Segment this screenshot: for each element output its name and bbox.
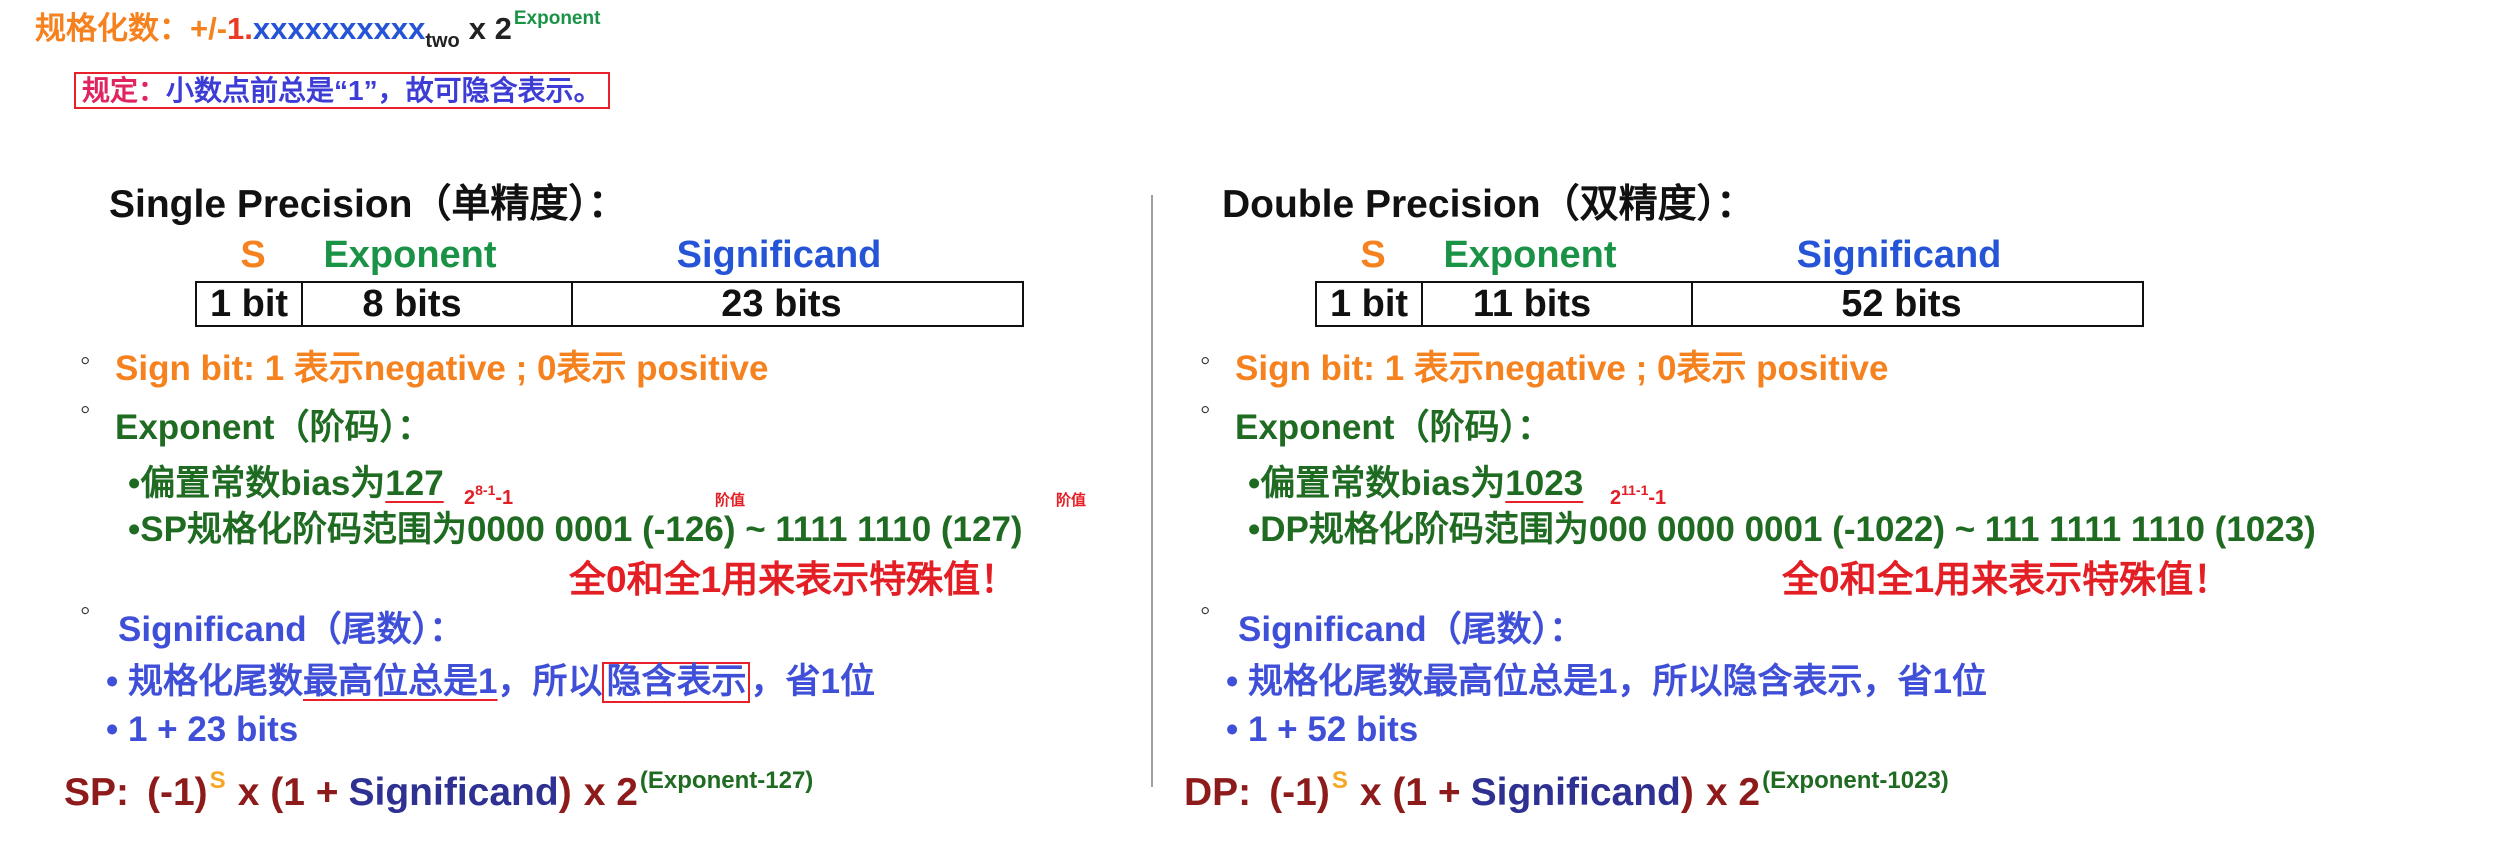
formula-close-paren: ) [1680,771,1694,814]
significand-heading: Significand（尾数）： [118,610,465,649]
formula-times-two: x 2 [1705,771,1761,814]
panel-title: Single Precision（单精度）： [109,183,627,226]
panel-title: Double Precision（双精度）： [1222,183,1756,226]
bullet-marker: ◦ [80,594,91,627]
bit-layout-table: 1 bit 11 bits 52 bits [1315,281,2144,327]
hidden-bit-prefix: • 规格化尾数 [106,662,303,701]
bias-formula-power: 8-1 [475,482,496,498]
value-formula: SP: (-1) S x (1 + Significand ) x 2 (Exp… [64,767,814,817]
sign-bits-cell: 1 bit [1329,283,1409,325]
bias-label: •偏置常数bias为 [128,464,386,503]
bias-line: •偏置常数bias为 127 [128,463,444,505]
sign-prefix: +/- [190,11,228,46]
special-values-note: 全0和全1用来表示特殊值！ [569,559,1018,600]
exponent-value-note: 阶值 [715,492,746,509]
bullet-marker: ◦ [80,344,91,377]
bias-formula-power: 11-1 [1621,482,1649,498]
bullet-marker: ◦ [1200,344,1211,377]
formula-sign-base: (-1) [1269,771,1330,814]
significand-hidden-bit-note: • 规格化尾数 最高位总是1 ，所以 隐含表示 ，省1位 [106,661,875,703]
exponent-bits-cell: 8 bits [301,283,571,325]
bias-label: •偏置常数bias为 [1248,464,1506,503]
exponent-range: •DP规格化阶码范围为000 0000 0001 (-1022) ~ 111 1… [1248,510,2316,549]
hidden-bit-middle: ，所以 [497,662,603,701]
field-label-significand: Significand [676,234,882,276]
bias-formula-base: 2 [1610,487,1622,509]
formula-times-one-plus: x (1 + [1359,771,1461,814]
bullet-marker: ◦ [1200,393,1211,426]
formula-exponent-superscript: (Exponent-1023) [1762,767,1949,794]
field-label-exponent: Exponent [1443,234,1617,276]
significand-bits-cell: 52 bits [1691,283,2142,325]
sign-bit-description: Sign bit: 1 表示negative ; 0表示 positive [115,349,769,388]
exponent-value-note: 阶值 [1056,492,1087,509]
single-precision-panel: Single Precision（单精度）： S Exponent Signif… [0,0,1120,864]
leading-bit-underlined: 最高位总是1 [302,662,498,701]
special-values-note: 全0和全1用来表示特殊值！ [1782,559,2231,600]
bias-value: 127 [385,464,444,503]
formula-label: DP: [1184,771,1252,814]
field-label-sign: S [240,234,266,276]
exponent-superscript: Exponent [513,8,601,29]
exponent-heading: Exponent（阶码）： [115,408,432,447]
implicit-representation-boxed: 隐含表示 [602,662,751,703]
formula-close-paren: ) [558,771,572,814]
significand-bits-cell: 23 bits [571,283,1022,325]
significand-hidden-bit-note: • 规格化尾数最高位总是1，所以隐含表示，省1位 [1226,662,1987,701]
formula-sign-superscript: S [1331,767,1348,794]
leading-one: 1. [227,11,253,46]
formula-label: SP: [64,771,130,814]
bias-formula-tail: -1 [495,487,514,509]
bit-layout-table: 1 bit 8 bits 23 bits [195,281,1024,327]
vertical-divider [1151,195,1153,787]
formula-sign-base: (-1) [147,771,208,814]
bullet-marker: ◦ [80,393,91,426]
rule-box: 规定： 小数点前总是“1”，故可隐含表示。 [74,72,610,109]
bias-formula-tail: -1 [1648,487,1667,509]
bias-formula: 2 8-1 -1 [464,482,514,510]
base-subscript: two [425,30,460,52]
bias-line: •偏置常数bias为 1023 [1248,463,1583,505]
field-label-sign: S [1360,234,1386,276]
times-two: x 2 [468,11,512,46]
bias-value: 1023 [1505,464,1584,503]
bias-formula: 2 11-1 -1 [1610,482,1667,510]
fraction-bits: xxxxxxxxxx [252,11,426,46]
significand-heading: Significand（尾数）： [1238,610,1585,649]
normalized-label: 规格化数： [35,11,190,46]
exponent-bits-cell: 11 bits [1421,283,1691,325]
field-label-significand: Significand [1796,234,2002,276]
bias-formula-base: 2 [464,487,476,509]
significand-bit-count: • 1 + 52 bits [1226,710,1419,749]
normalized-number-definition: 规格化数： +/- 1. xxxxxxxxxx two x 2 Exponent [35,8,601,52]
formula-times-two: x 2 [583,771,638,814]
hidden-bit-suffix: ，省1位 [750,662,875,701]
rule-label: 规定： [82,75,167,106]
bullet-marker: ◦ [1200,594,1211,627]
rule-text: 小数点前总是“1”，故可隐含表示。 [166,75,602,106]
sign-bit-description: Sign bit: 1 表示negative ; 0表示 positive [1235,349,1889,388]
formula-sign-superscript: S [209,767,226,794]
significand-bit-count: • 1 + 23 bits [106,710,299,749]
double-precision-panel: Double Precision（双精度）： S Exponent Signif… [1120,0,2316,864]
formula-exponent-superscript: (Exponent-127) [639,767,814,794]
formula-significand: Significand [348,771,559,814]
exponent-range: •SP规格化阶码范围为0000 0001 (-126) ~ 1111 1110 … [128,510,1023,549]
sign-bits-cell: 1 bit [209,283,289,325]
formula-significand: Significand [1470,771,1681,814]
exponent-heading: Exponent（阶码）： [1235,408,1552,447]
formula-times-one-plus: x (1 + [237,771,339,814]
field-label-exponent: Exponent [323,234,497,276]
value-formula: DP: (-1) S x (1 + Significand ) x 2 (Exp… [1184,767,1949,817]
